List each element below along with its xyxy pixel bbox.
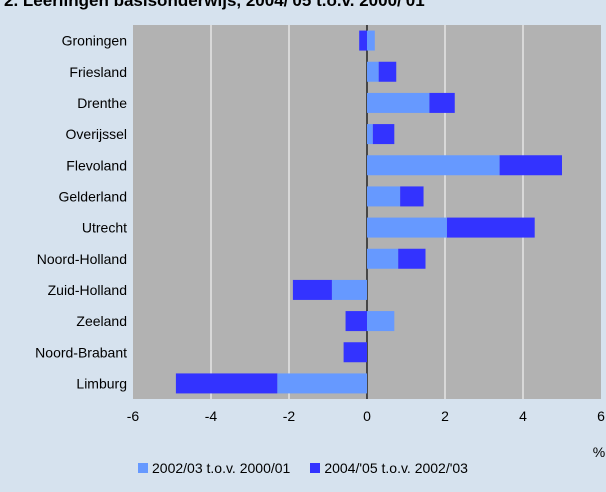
bar-noord-holland-series-1 (367, 248, 399, 269)
bar-gelderland-series-1 (367, 186, 401, 207)
x-unit-label: % (593, 444, 605, 460)
legend-swatch-series-1 (138, 463, 149, 473)
category-label: Limburg (76, 375, 127, 391)
legend-item-series-1: 2002/03 t.o.v. 2000/01 (138, 460, 290, 476)
x-tick-label: 0 (363, 408, 371, 424)
x-tick-label: -4 (205, 408, 218, 424)
bar-drenthe-series-2 (429, 92, 455, 113)
x-tick-label: 2 (441, 408, 449, 424)
bar-overijssel-series-1 (367, 124, 373, 145)
x-tick-labels: -6 -4 -2 0 2 4 6 (127, 408, 605, 424)
bars (175, 30, 562, 394)
legend-item-series-2: 2004/'05 t.o.v. 2002/'03 (310, 460, 468, 476)
gridlines (210, 25, 524, 399)
x-tick-label: -2 (283, 408, 296, 424)
bar-utrecht-series-2 (446, 217, 535, 238)
bar-flevoland-series-1 (367, 155, 500, 176)
bar-noord-holland-series-2 (398, 248, 426, 269)
bar-groningen-series-1 (367, 30, 375, 51)
category-label: Utrecht (82, 220, 127, 236)
bar-zeeland-series-2 (345, 311, 367, 332)
category-label: Noord-Holland (37, 251, 127, 267)
chart-title: 2. Leerlingen basisonderwijs, 2004/'05 t… (4, 0, 425, 10)
bar-utrecht-series-1 (367, 217, 447, 238)
category-labels: Groningen Friesland Drenthe Overijssel Flevo… (35, 33, 127, 392)
bar-zeeland-series-1 (367, 311, 395, 332)
bar-zuid-holland-series-1 (331, 279, 367, 300)
category-label: Zuid-Holland (48, 282, 127, 298)
legend-swatch-series-2 (310, 463, 321, 473)
category-label: Zeeland (76, 313, 127, 329)
bar-limburg-series-2 (175, 373, 278, 394)
x-tick-label: 6 (597, 408, 605, 424)
category-label: Drenthe (77, 95, 127, 111)
bar-friesland-series-1 (367, 61, 379, 82)
bar-noord-brabant-series-2 (343, 342, 367, 363)
bar-gelderland-series-2 (400, 186, 424, 207)
bar-flevoland-series-2 (499, 155, 562, 176)
category-label: Groningen (62, 33, 127, 49)
category-label: Noord-Brabant (35, 344, 127, 360)
x-tick-label: 4 (519, 408, 527, 424)
bar-groningen-series-2 (359, 30, 367, 51)
bar-friesland-series-2 (378, 61, 397, 82)
category-label: Overijssel (66, 126, 127, 142)
category-label: Gelderland (59, 188, 128, 204)
bar-zuid-holland-series-2 (292, 279, 332, 300)
bar-overijssel-series-2 (372, 124, 395, 145)
legend: 2002/03 t.o.v. 2000/01 2004/'05 t.o.v. 2… (0, 460, 606, 476)
bar-drenthe-series-1 (367, 92, 430, 113)
category-label: Flevoland (66, 157, 127, 173)
legend-label-series-2: 2004/'05 t.o.v. 2002/'03 (324, 460, 468, 476)
bar-limburg-series-1 (277, 373, 367, 394)
category-label: Friesland (69, 64, 127, 80)
x-tick-label: -6 (127, 408, 140, 424)
legend-label-series-1: 2002/03 t.o.v. 2000/01 (152, 460, 291, 476)
bar-chart: Groningen Friesland Drenthe Overijssel Flevo… (35, 25, 605, 460)
